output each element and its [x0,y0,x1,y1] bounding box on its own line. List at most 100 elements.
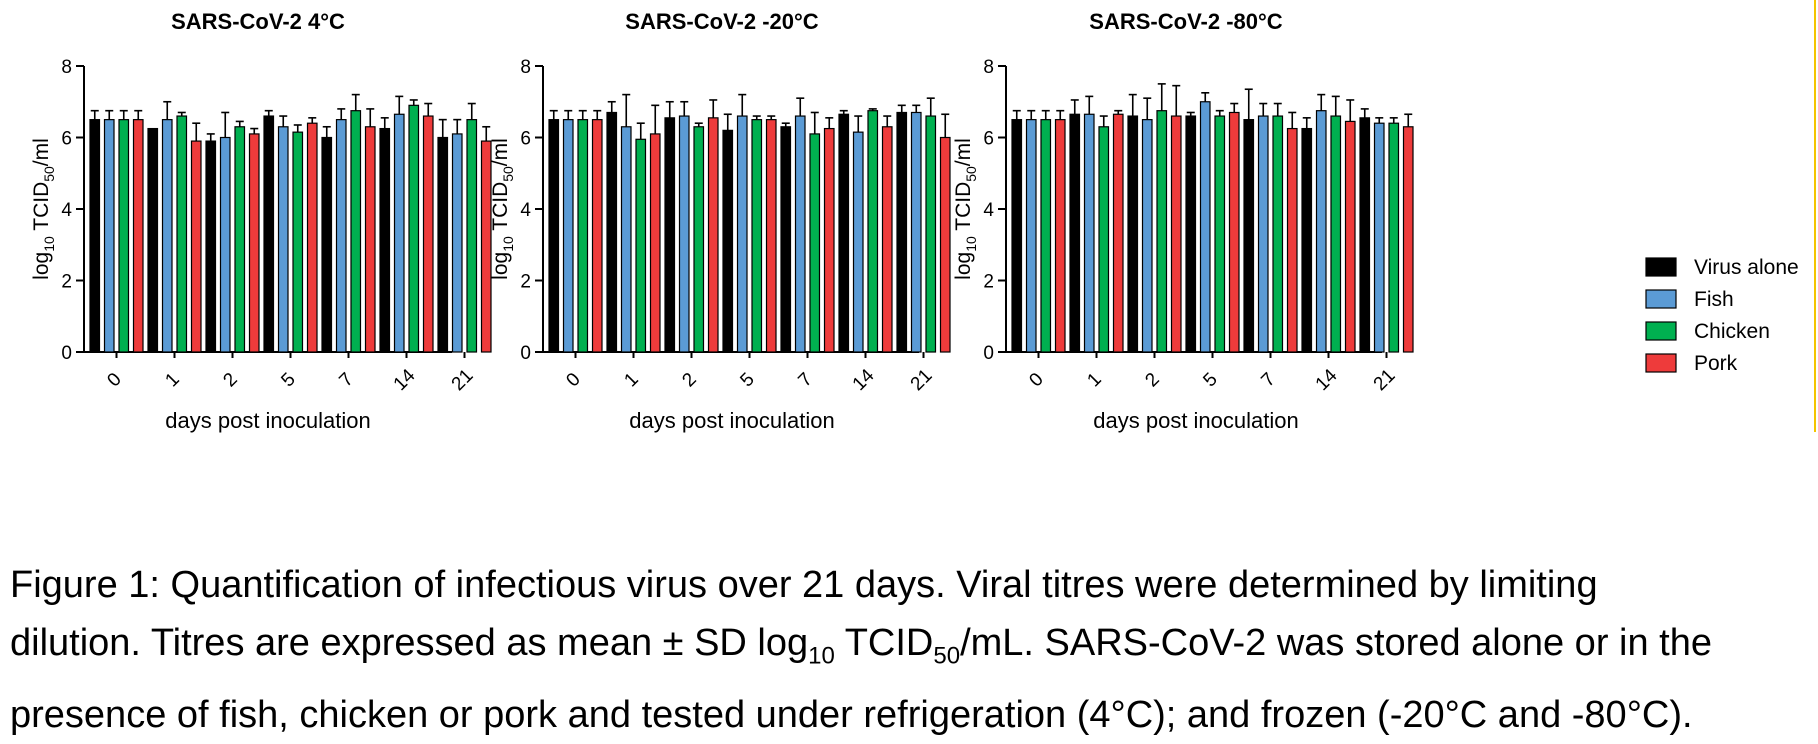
x-tick-label: 5 [277,369,299,391]
y-axis-label: log10 TCID50/ml [30,138,57,280]
bar [205,140,217,353]
bar [1402,126,1414,353]
bar [190,140,202,353]
y-axis-label-part: 10 [500,236,516,252]
bar [881,126,893,353]
bar [321,136,333,353]
bar [1083,113,1095,353]
bar [591,119,603,353]
bar [335,119,347,353]
bar [1112,113,1124,353]
chart-panel-1: SARS-CoV-2 4°C 0 2 4 6 8 log10 TCID50/ml 0 1 2 5 7 1… [30,9,492,433]
caption-line-2-a: dilution. Titres are expressed as mean ±… [10,622,809,664]
bar [751,119,763,353]
bar [1214,115,1226,353]
legend-swatch [1645,257,1677,277]
legend-label: Virus alone [1694,256,1799,279]
bar [910,111,922,353]
bar [1054,119,1066,353]
bar [693,126,705,353]
x-tick-label: 7 [1257,369,1279,391]
figure-panels: SARS-CoV-2 4°C 0 2 4 6 8 log10 TCID50/ml 0 1 2 5 7 1… [30,9,1799,433]
y-axis-label-part: 50 [41,166,57,182]
y-axis-label-part: log [30,252,53,280]
x-tick-label: 14 [1312,365,1342,395]
bar [1199,101,1211,353]
x-tick-label: 2 [678,369,700,391]
x-tick-label: 2 [1141,369,1163,391]
y-axis-label-part: 50 [500,166,516,182]
chart-panel-2: SARS-CoV-2 -20°C 0 2 4 6 8 log10 TCID50/ml 0 1 2 5… [489,9,951,433]
bar [736,115,748,353]
x-tick-label: 5 [1199,369,1221,391]
bar [664,117,676,353]
x-tick-label: 0 [1025,369,1047,391]
y-tick-label: 4 [520,200,531,221]
bar [176,115,188,353]
bar [364,126,376,353]
bar [103,119,115,353]
bar [794,115,806,353]
x-tick-label: 21 [907,365,937,395]
page-edge-line [1814,0,1816,432]
y-axis-label-part: 10 [963,236,979,252]
caption-sub-50: 50 [933,642,961,670]
bar [1388,122,1400,353]
bar [1286,127,1298,353]
bar [393,113,405,353]
bar [722,129,734,353]
bar [89,119,101,353]
x-tick-label: 21 [448,365,478,395]
y-tick-label: 6 [520,129,531,150]
bar [408,104,420,353]
bar [809,133,821,353]
bar [925,115,937,353]
bar [437,136,449,353]
y-axis-label-part: log [952,252,975,280]
bar [1069,113,1081,353]
x-tick-label: 1 [620,369,642,391]
bar [147,127,159,353]
y-tick-label: 6 [983,129,994,150]
legend-label: Chicken [1694,320,1770,343]
y-tick-label: 8 [61,57,72,78]
legend-label: Pork [1694,352,1738,375]
chart-title: SARS-CoV-2 4°C [171,9,345,34]
legend-swatch [1645,353,1677,373]
caption-line-1: Figure 1: Quantification of infectious v… [10,564,1598,606]
bar [306,122,318,353]
chart-panel-3: SARS-CoV-2 -80°C 0 2 4 6 8 log10 TCID50/ml 0 1 2 5… [952,9,1414,433]
y-axis-label-part: log [489,252,512,280]
y-axis-label-part: 50 [963,166,979,182]
bar [867,110,879,353]
bar [350,110,362,353]
bar [1330,115,1342,353]
bar [606,111,618,353]
x-tick-label: 0 [562,369,584,391]
bar [1127,115,1139,353]
bar [132,119,144,353]
bar [379,127,391,353]
caption-line-2: dilution. Titres are expressed as mean ±… [10,614,1810,686]
bar [1301,127,1313,353]
bar [1373,122,1385,353]
caption-sub-10: 10 [808,642,835,670]
x-tick-label: 1 [1083,369,1105,391]
bar [219,136,231,353]
x-tick-label: 5 [736,369,758,391]
bar [852,131,864,353]
bar [1141,119,1153,353]
bar [1011,119,1023,353]
bar [765,119,777,353]
bar [263,115,275,353]
chart-title: SARS-CoV-2 -80°C [1089,9,1283,34]
legend: Virus alone Fish Chicken Pork [1645,256,1799,375]
bar [939,136,951,353]
figure-caption: Figure 1: Quantification of infectious v… [10,556,1810,744]
x-tick-label: 2 [219,369,241,391]
y-tick-label: 2 [983,272,994,293]
y-axis-label-part: TCID [30,182,53,236]
x-tick-label: 21 [1370,365,1400,395]
bar [780,126,792,353]
bar [234,126,246,353]
